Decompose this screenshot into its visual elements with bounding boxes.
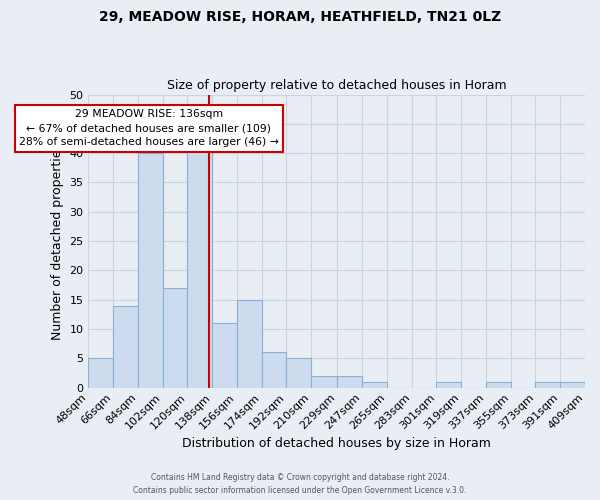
X-axis label: Distribution of detached houses by size in Horam: Distribution of detached houses by size … [182,437,491,450]
Bar [286,358,311,388]
Bar [311,376,337,388]
Title: Size of property relative to detached houses in Horam: Size of property relative to detached ho… [167,79,506,92]
Bar [187,148,212,388]
Y-axis label: Number of detached properties: Number of detached properties [51,142,64,340]
Bar [436,382,461,388]
Bar [262,352,286,388]
Text: Contains HM Land Registry data © Crown copyright and database right 2024.
Contai: Contains HM Land Registry data © Crown c… [133,473,467,495]
Bar [237,300,262,388]
Bar [362,382,387,388]
Bar [486,382,511,388]
Bar [163,288,187,388]
Text: 29, MEADOW RISE, HORAM, HEATHFIELD, TN21 0LZ: 29, MEADOW RISE, HORAM, HEATHFIELD, TN21… [99,10,501,24]
Bar [337,376,362,388]
Bar [88,358,113,388]
Bar [113,306,138,388]
Bar [560,382,585,388]
Bar [212,323,237,388]
Text: 29 MEADOW RISE: 136sqm
← 67% of detached houses are smaller (109)
28% of semi-de: 29 MEADOW RISE: 136sqm ← 67% of detached… [19,109,279,147]
Bar [535,382,560,388]
Bar [138,153,163,388]
